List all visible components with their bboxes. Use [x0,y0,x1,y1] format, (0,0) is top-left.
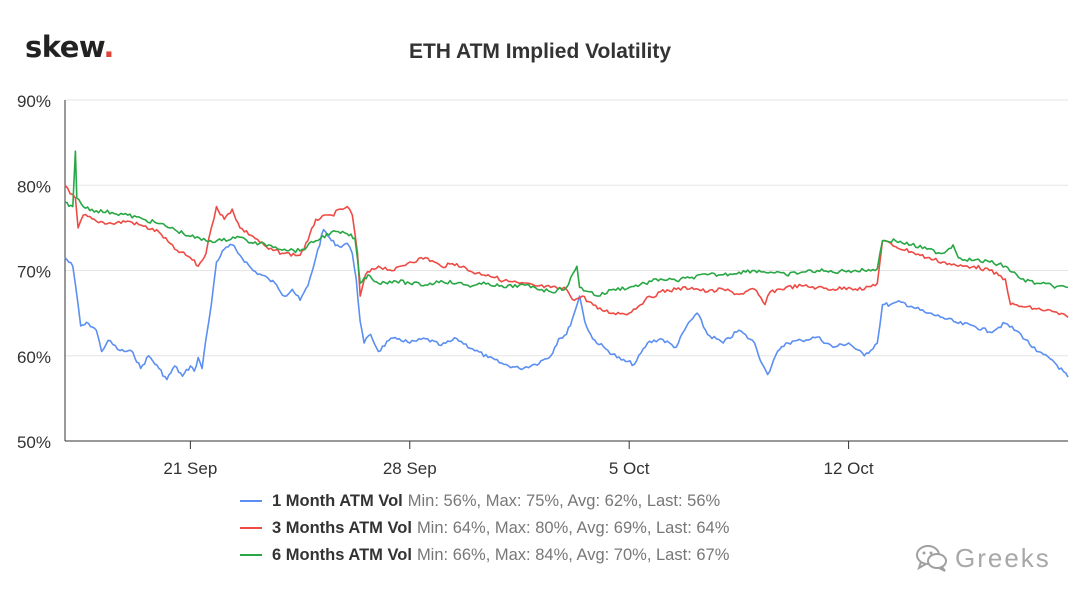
series-line-1 [64,228,1069,381]
legend-series-name: 3 Months ATM Vol [272,518,412,537]
x-tick-label: 5 Oct [609,459,650,478]
watermark-text: Greeks [955,542,1051,573]
y-tick-label: 60% [17,348,51,367]
y-tick-label: 80% [17,177,51,196]
legend-series-stats: Min: 64%, Max: 80%, Avg: 69%, Last: 64% [416,518,730,537]
x-tick-label: 12 Oct [824,459,874,478]
legend-series-name: 1 Month ATM Vol [272,491,403,510]
wechat-icon [916,545,947,572]
logo-dot: . [103,30,114,64]
chart-title: ETH ATM Implied Volatility [408,40,672,63]
y-tick-label: 70% [17,263,51,282]
x-axis: 21 Sep 28 Sep 5 Oct 12 Oct [163,441,874,478]
y-axis: 50% 60% 70% 80% 90% [17,92,66,452]
legend-swatch-3-months [240,527,262,529]
legend-item-3-months[interactable]: 3 Months ATM Vol Min: 64%, Max: 80%, Avg… [240,517,729,539]
legend-series-name: 6 Months ATM Vol [272,545,412,564]
greeks-watermark: Greeks [915,540,1051,576]
y-tick-label: 50% [17,433,51,452]
legend-item-1-month[interactable]: 1 Month ATM Vol Min: 56%, Max: 75%, Avg:… [240,490,720,512]
legend-swatch-6-months [240,554,262,556]
x-tick-label: 21 Sep [163,459,217,478]
series-line-3 [64,150,1069,297]
legend-series-stats: Min: 56%, Max: 75%, Avg: 62%, Last: 56% [407,491,721,510]
series-line-2 [64,184,1069,318]
legend-swatch-1-month [240,500,262,502]
series-lines [64,150,1069,381]
legend-series-stats: Min: 66%, Max: 84%, Avg: 70%, Last: 67% [416,545,730,564]
legend-item-6-months[interactable]: 6 Months ATM Vol Min: 66%, Max: 84%, Avg… [240,544,729,566]
grid-lines [65,99,1068,442]
x-tick-label: 28 Sep [383,459,437,478]
skew-logo: skew. [25,30,114,64]
logo-text: skew [25,30,104,64]
y-tick-label: 90% [17,92,51,111]
